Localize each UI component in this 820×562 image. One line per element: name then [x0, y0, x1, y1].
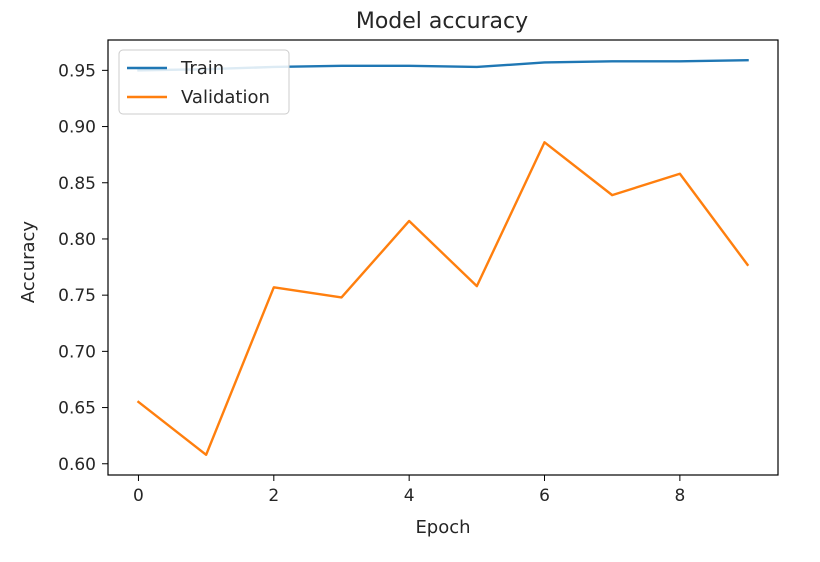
- x-axis-title: Epoch: [415, 517, 470, 538]
- x-tick-label: 8: [674, 486, 685, 506]
- y-tick-label: 0.95: [58, 61, 96, 81]
- plot-frame: [107, 39, 779, 476]
- x-tick-label: 2: [268, 486, 279, 506]
- x-tick-label: 0: [133, 486, 144, 506]
- y-tick-label: 0.80: [58, 230, 96, 250]
- y-tick-label: 0.85: [58, 174, 96, 194]
- y-tick-label: 0.70: [58, 342, 96, 362]
- y-tick-label: 0.90: [58, 118, 96, 138]
- y-tick-label: 0.75: [58, 286, 96, 306]
- x-tick-label: 6: [539, 486, 550, 506]
- x-tick-label: 4: [404, 486, 415, 506]
- y-tick-label: 0.65: [58, 399, 96, 419]
- x-axis: 0 2 4 6 8: [133, 475, 685, 506]
- plot-lines: [136, 59, 750, 456]
- y-axis: 0.60 0.65 0.70 0.75 0.80 0.85 0.90 0.95: [58, 61, 108, 475]
- chart-title: Model accuracy: [356, 9, 528, 34]
- y-tick-label: 0.60: [58, 455, 96, 475]
- legend-label-train: Train: [180, 58, 224, 79]
- y-axis-title: Accuracy: [18, 221, 39, 304]
- legend: Train Validation: [118, 49, 290, 115]
- series-line-validation: [136, 141, 750, 456]
- legend-label-validation: Validation: [181, 87, 270, 108]
